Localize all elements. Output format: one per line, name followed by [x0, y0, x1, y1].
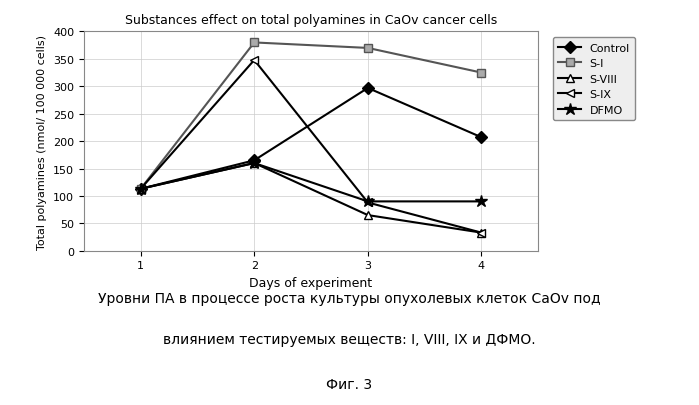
Text: влиянием тестируемых веществ: I, VIII, IX и ДФМО.: влиянием тестируемых веществ: I, VIII, I… — [163, 332, 536, 346]
S-I — [250, 41, 259, 46]
S-I — [363, 46, 372, 51]
S-IX — [250, 58, 259, 63]
S-VIII — [363, 213, 372, 218]
Control — [136, 187, 145, 192]
S-IX — [363, 200, 372, 205]
Line: DFMO: DFMO — [134, 158, 488, 208]
S-I — [477, 71, 486, 76]
S-I — [136, 187, 145, 192]
Line: S-I: S-I — [136, 39, 486, 194]
Title: Substances effect on total polyamines in CaOv cancer cells: Substances effect on total polyamines in… — [125, 14, 497, 27]
X-axis label: Days of experiment: Days of experiment — [250, 276, 373, 289]
DFMO — [477, 199, 486, 204]
Line: S-IX: S-IX — [136, 57, 486, 237]
DFMO — [136, 187, 145, 192]
S-IX — [477, 230, 486, 235]
S-IX — [136, 187, 145, 192]
Legend: Control, S-I, S-VIII, S-IX, DFMO: Control, S-I, S-VIII, S-IX, DFMO — [553, 38, 635, 121]
Line: S-VIII: S-VIII — [136, 160, 486, 237]
Control — [477, 136, 486, 141]
Control — [250, 158, 259, 163]
DFMO — [363, 199, 372, 204]
Text: Фиг. 3: Фиг. 3 — [326, 377, 373, 390]
Text: Уровни ПА в процессе роста культуры опухолевых клеток CaOv под: Уровни ПА в процессе роста культуры опух… — [98, 292, 601, 305]
DFMO — [250, 161, 259, 166]
Line: Control: Control — [136, 85, 486, 194]
S-VIII — [136, 187, 145, 192]
S-VIII — [250, 161, 259, 166]
Y-axis label: Total polyamines (nmol/ 100 000 cells): Total polyamines (nmol/ 100 000 cells) — [38, 34, 48, 249]
S-VIII — [477, 230, 486, 235]
Control — [363, 86, 372, 91]
